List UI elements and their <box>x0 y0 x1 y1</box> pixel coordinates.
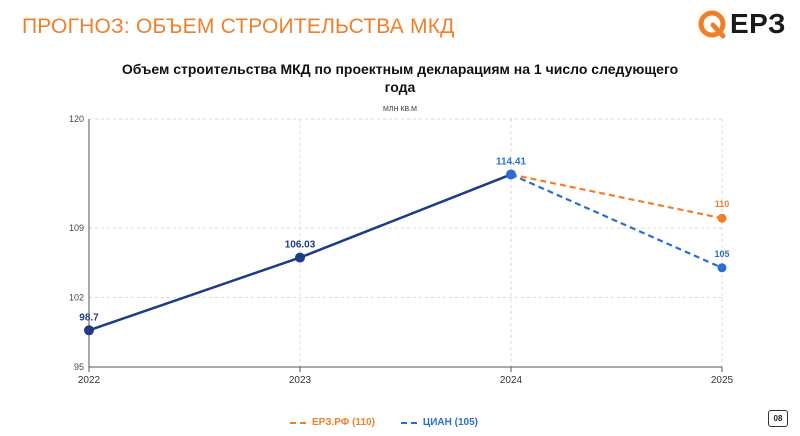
chart-legend: ЕРЗ.РФ (110) ЦИАН (105) <box>290 417 478 428</box>
series-line-cian <box>510 173 723 269</box>
y-tick-label: 102 <box>69 293 84 303</box>
legend-swatch-cian <box>400 421 417 424</box>
data-label-actual: 98.7 <box>79 312 99 323</box>
data-label-erz: 110 <box>715 199 730 209</box>
x-tick-label: 2023 <box>289 375 312 386</box>
data-point-actual <box>295 252 305 263</box>
unit-label: МЛН КВ.М <box>383 106 417 113</box>
y-tick-label: 120 <box>69 114 84 124</box>
page-number: 08 <box>768 410 788 427</box>
data-label-actual: 114.41 <box>496 156 526 167</box>
legend-label-erz: ЕРЗ.РФ (110) <box>312 417 375 428</box>
legend-item-erz: ЕРЗ.РФ (110) <box>290 417 375 428</box>
data-label-cian: 105 <box>714 249 729 259</box>
series-line-erz <box>510 173 723 220</box>
y-tick-label: 109 <box>69 223 84 233</box>
chart-title: Объем строительства МКД по проектным дек… <box>121 61 679 95</box>
logo-text: ЕРЗ <box>729 8 786 39</box>
legend-label-cian: ЦИАН (105) <box>422 417 478 428</box>
y-tick-label: 95 <box>74 362 84 372</box>
x-tick-label: 2025 <box>711 375 734 386</box>
legend-swatch-erz <box>290 421 306 424</box>
slide-title: ПРОГНОЗ: ОБЪЕМ СТРОИТЕЛЬСТВА МКД <box>22 15 455 38</box>
data-label-actual: 106.03 <box>285 240 316 251</box>
data-point-cian <box>717 263 727 273</box>
data-point-erz <box>717 213 727 223</box>
x-tick-label: 2024 <box>500 375 523 386</box>
erz-logo: ЕРЗ <box>697 8 786 40</box>
logo-mark-icon <box>698 10 726 39</box>
data-point-actual <box>506 169 516 180</box>
data-point-actual <box>84 325 94 336</box>
x-tick-label: 2022 <box>78 375 101 386</box>
legend-item-cian: ЦИАН (105) <box>400 417 478 428</box>
